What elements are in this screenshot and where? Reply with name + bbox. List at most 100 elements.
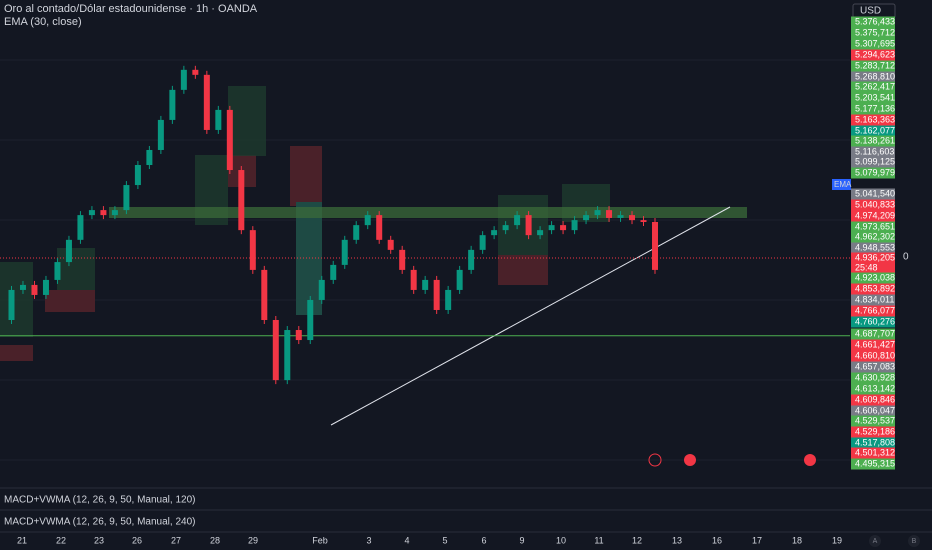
time-label: 13 (672, 535, 682, 545)
time-label: 16 (712, 535, 722, 545)
price-label: 5.138,261 (855, 135, 895, 145)
corner-button[interactable]: B (912, 538, 917, 545)
time-label: Feb (312, 535, 328, 545)
price-label: 5.283,712 (855, 60, 895, 70)
price-label-bg (851, 146, 895, 158)
price-label-bg (851, 27, 895, 39)
candle-body (514, 215, 521, 226)
candle-body (479, 235, 486, 250)
time-label: 26 (132, 535, 142, 545)
candle-body (134, 165, 141, 186)
price-label: 4.973,651 (855, 221, 895, 231)
candle-body (583, 215, 590, 221)
price-label-bg (851, 447, 895, 459)
time-label: 6 (481, 535, 486, 545)
price-label: 4.609,846 (855, 394, 895, 404)
candle-body (192, 69, 199, 75)
price-label-bg (851, 242, 895, 254)
candle-body (295, 330, 302, 341)
candle-body (226, 109, 233, 171)
candle-body (364, 215, 371, 226)
candle-body (261, 269, 268, 320)
price-label: 5.268,810 (855, 71, 895, 81)
time-label: 19 (832, 535, 842, 545)
price-label-bg (851, 294, 895, 306)
candle-body (341, 239, 348, 265)
candle-body (502, 225, 509, 231)
candle-body (537, 230, 544, 236)
indicator-legend: EMA (30, close) (4, 16, 82, 28)
time-label: 28 (210, 535, 220, 545)
time-label: 12 (632, 535, 642, 545)
price-label-bg (851, 458, 895, 470)
candle-body (560, 225, 567, 231)
candle-body (284, 330, 291, 381)
corner-button[interactable]: A (873, 538, 878, 545)
candle-body (65, 239, 72, 263)
candle-body (203, 74, 210, 130)
candle-body (238, 170, 245, 231)
price-label-bg (851, 167, 895, 179)
price-label-bg (851, 125, 895, 137)
time-label: 17 (752, 535, 762, 545)
candle-body (123, 185, 130, 211)
price-label-bg (851, 426, 895, 438)
corner-button-bg[interactable] (869, 535, 881, 547)
time-label: 27 (171, 535, 181, 545)
price-label: 5.116,603 (855, 146, 894, 156)
price-label-bg (851, 103, 895, 115)
price-label-bg (851, 316, 895, 328)
candle-body (77, 215, 84, 240)
time-label: 5 (442, 535, 447, 545)
price-label: 5.162,077 (855, 125, 895, 135)
candle-body (31, 284, 38, 295)
price-label-bg (851, 210, 895, 222)
price-label-bg (851, 252, 895, 274)
time-label: 23 (94, 535, 104, 545)
price-label: 4.962,302 (855, 231, 895, 241)
candle-body (410, 269, 417, 290)
candle-body (330, 264, 337, 280)
time-label: 21 (17, 535, 27, 545)
candle-body (652, 221, 658, 270)
price-label: 4.834,011 (855, 294, 894, 304)
candle-body (8, 289, 15, 320)
price-label: 5.376,433 (855, 16, 895, 26)
candle-body (491, 230, 498, 236)
price-label-bg (851, 339, 895, 351)
icons (648, 453, 816, 467)
price-label-bg (851, 156, 895, 168)
candle-body (525, 215, 532, 236)
corner-button-bg[interactable] (908, 535, 920, 547)
time-label: 3 (366, 535, 371, 545)
price-label: 5.375,712 (855, 27, 895, 37)
candle-body (157, 119, 164, 150)
price-pane (0, 65, 850, 385)
price-label-bg (851, 199, 895, 211)
price-label-bg (851, 81, 895, 93)
candle-body (146, 149, 153, 166)
ema-badge-bg (832, 179, 851, 190)
price-label-bg (851, 328, 895, 340)
candle-body (272, 320, 279, 381)
candle-body (571, 220, 578, 231)
price-label-bg (851, 394, 895, 406)
price-label-bg (851, 305, 895, 317)
price-label-bg (851, 372, 895, 384)
grid (0, 59, 850, 461)
price-label: 5.040,833 (855, 199, 895, 209)
ema-badge: EMA (834, 180, 852, 189)
candle-body (606, 210, 613, 218)
price-label-bg (851, 283, 895, 295)
price-label: 4.936,205 (855, 252, 895, 262)
time-label: 22 (56, 535, 66, 545)
price-label-bg (851, 383, 895, 395)
price-label: 4.657,083 (855, 361, 895, 371)
time-label: 29 (248, 535, 258, 545)
candle-body (629, 215, 636, 221)
price-label: 4.495,315 (855, 458, 895, 468)
price-label-bg (851, 38, 895, 50)
price-label: 4.660,810 (855, 350, 895, 360)
price-label: 4.501,312 (855, 447, 895, 457)
